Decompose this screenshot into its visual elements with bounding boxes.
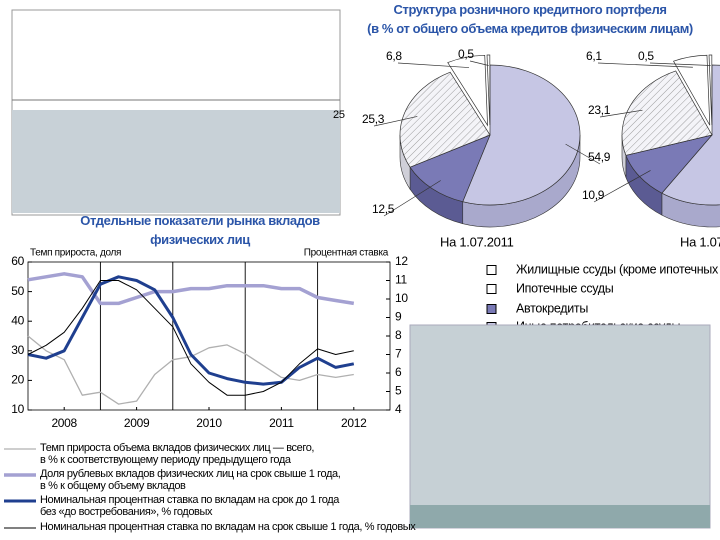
- legend-label: Номинальная процентная ставка по вкладам…: [40, 494, 339, 518]
- value-label: 10,9: [582, 188, 605, 202]
- value-label: 23,1: [588, 103, 611, 117]
- y2-tick-label: 11: [395, 273, 407, 287]
- y-tick-label: 10: [11, 402, 24, 416]
- leader-line: [373, 116, 418, 127]
- y-tick-label: 60: [11, 254, 24, 268]
- legend-label: Автокредиты: [516, 301, 588, 315]
- y2-tick-label: 8: [395, 328, 402, 342]
- pie-date-label: На 1.07.2011: [440, 234, 514, 249]
- legend-label: Ипотечные ссуды: [516, 281, 614, 295]
- pie-slice: [447, 54, 488, 127]
- pie-title: Структура розничного кредитного портфеля…: [367, 2, 693, 36]
- y-axis-label: Темп прироста, доля: [30, 248, 121, 259]
- leader-line: [599, 109, 643, 118]
- y2-axis-label: Процентная ставка: [304, 248, 389, 259]
- pie-date-label: На 1.07: [680, 234, 720, 249]
- x-tick-label: 2009: [124, 416, 150, 430]
- legend-swatch: [486, 304, 497, 314]
- y-tick-label: 40: [11, 313, 24, 327]
- leader-line: [565, 143, 601, 165]
- value-label: 12,5: [372, 202, 395, 216]
- y-tick-label: 30: [11, 343, 24, 357]
- overlay-band: [410, 505, 710, 528]
- leader-line: [469, 60, 489, 66]
- y-tick-label: 50: [11, 284, 24, 298]
- x-tick-label: 2008: [51, 416, 77, 430]
- pie-chart: 54,9 12,5 25,3 6,8 0,5 На 1.07.2011 10,9 23,1 6,…: [362, 47, 720, 333]
- value-label: 25,3: [362, 112, 385, 126]
- leader-line: [383, 180, 441, 217]
- plot-frame: [27, 261, 391, 411]
- line-title: Отдельные показатели рынка вкладов физич…: [80, 213, 320, 247]
- legend-label: Жилищные ссуды (кроме ипотечных: [516, 262, 719, 276]
- pie-slice: [462, 64, 581, 206]
- x-tick-label: 2010: [196, 416, 222, 430]
- leader-line: [649, 62, 711, 66]
- series-line: [27, 272, 355, 306]
- legend-swatch: [486, 284, 497, 294]
- leader-line: [597, 62, 693, 68]
- pie-slice: [673, 54, 711, 126]
- leader-line: [397, 62, 470, 68]
- value-label: 6,8: [386, 49, 402, 63]
- legend-label: Доля рублевых вкладов физических лиц на …: [40, 468, 341, 492]
- series-line: [27, 335, 354, 405]
- value-label: 0,5: [458, 47, 474, 61]
- value-label: 6,1: [586, 49, 602, 63]
- y-tick-label: 20: [11, 373, 24, 387]
- pie-slice: [486, 54, 491, 126]
- legend-swatch: [486, 265, 497, 275]
- pie-slice: [621, 70, 713, 156]
- line-chart: Темп прироста, доля Процентная ставка 10 20…: [4, 248, 409, 529]
- y2-tick-label: 6: [395, 365, 402, 379]
- legend-label: Номинальная процентная ставка по вкладам…: [40, 521, 416, 533]
- y2-tick-label: 10: [395, 291, 408, 305]
- overlay-panel: [409, 324, 711, 529]
- gray-panel: [12, 110, 340, 213]
- pie-slice: [708, 54, 713, 126]
- y2-tick-label: 9: [395, 310, 402, 324]
- y2-tick-label: 7: [395, 347, 402, 361]
- series-line: [27, 280, 354, 396]
- y2-tick-label: 4: [395, 402, 402, 416]
- x-tick-label: 2011: [269, 416, 294, 430]
- pie-slice: [661, 64, 720, 206]
- series-line: [27, 275, 355, 386]
- pie-slice: [399, 71, 491, 168]
- pie-slice: [409, 134, 491, 203]
- fragment-label: 25: [333, 109, 345, 121]
- leader-line: [593, 170, 651, 203]
- value-label: 54,9: [588, 150, 611, 164]
- x-tick-label: 2012: [341, 416, 367, 430]
- value-label: 0,5: [638, 49, 654, 63]
- y2-tick-label: 5: [395, 384, 402, 398]
- legend-label: Темп прироста объема вкладов физических …: [40, 442, 315, 466]
- y2-tick-label: 12: [395, 254, 408, 268]
